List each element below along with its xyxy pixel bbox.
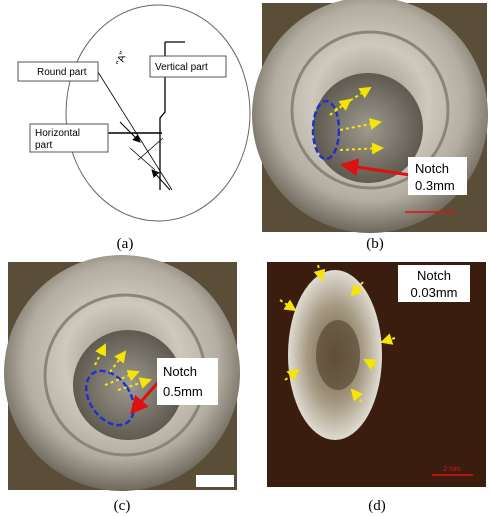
caption: (b) [366, 236, 384, 252]
panel-c: Notch 0.5mm (c) [4, 255, 240, 514]
arrow [120, 122, 140, 142]
notch-value: 0.3mm [415, 178, 455, 193]
notch-label: Notch [163, 364, 197, 379]
dimension-line [130, 148, 155, 170]
core [316, 320, 360, 390]
horizontal-part-label: part [35, 140, 52, 151]
panel-a: "A" Round part Vertical part Horizontal … [18, 5, 250, 252]
round-part-label: Round part [37, 67, 87, 78]
notch-label: Notch [417, 268, 451, 283]
figure: "A" Round part Vertical part Horizontal … [0, 0, 492, 516]
notch-value: 0.03mm [411, 285, 458, 300]
scale-label: 2 mm [443, 466, 461, 473]
scale-box [196, 475, 234, 487]
leader-line [98, 72, 172, 190]
horizontal-part-label: Horizontal [35, 128, 80, 139]
panel-d: Notch 0.03mm 2 mm (d) [267, 262, 486, 514]
caption: (a) [117, 236, 134, 252]
notch-label: Notch [415, 161, 449, 176]
vertical-part-label: Vertical part [155, 62, 208, 73]
panel-b: Notch 0.3mm (b) [252, 0, 488, 252]
detail-circle [66, 5, 250, 221]
notch-value: 0.5mm [163, 384, 203, 399]
caption: (c) [114, 498, 131, 514]
detail-label: "A" [114, 50, 129, 67]
caption: (d) [368, 498, 386, 514]
